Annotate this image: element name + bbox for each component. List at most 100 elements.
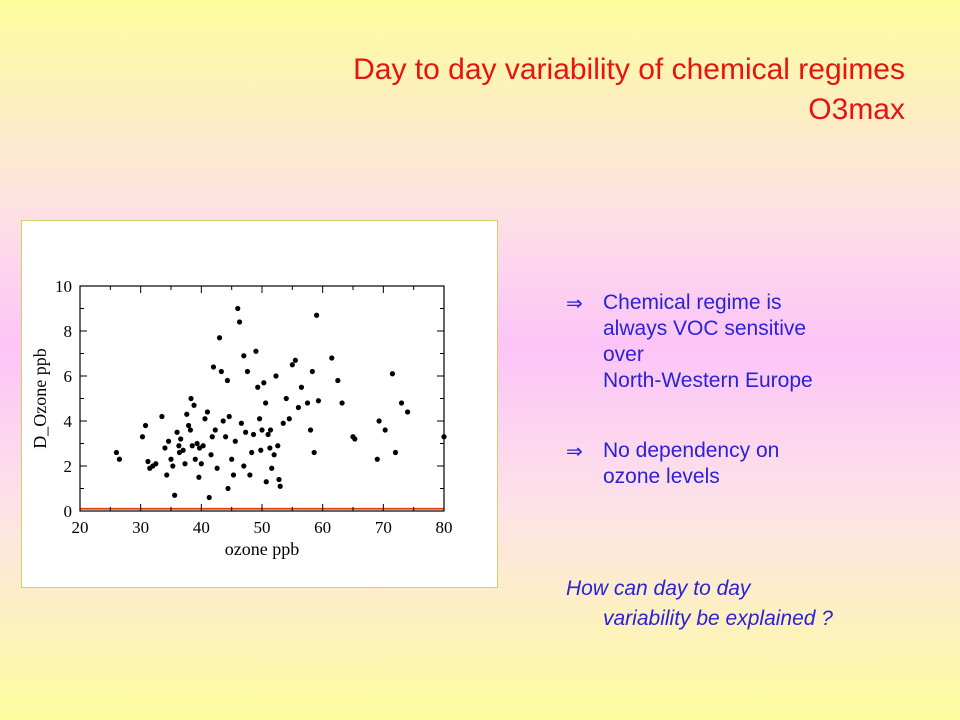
- x-tick-label: 20: [72, 518, 89, 537]
- data-point: [220, 418, 226, 424]
- data-point: [265, 431, 271, 438]
- data-point: [139, 434, 146, 440]
- bullet-1-line-2: always VOC sensitive: [603, 317, 807, 340]
- x-tick-label: 70: [375, 518, 392, 537]
- x-tick-label: 80: [436, 518, 453, 537]
- data-point: [250, 431, 257, 438]
- data-point: [162, 445, 168, 451]
- data-point: [145, 458, 151, 465]
- x-axis-label: ozone ppb: [225, 539, 299, 559]
- data-point: [209, 434, 215, 440]
- data-point: [329, 355, 335, 361]
- data-point: [271, 452, 277, 458]
- data-point: [314, 312, 320, 318]
- y-tick-label: 0: [64, 502, 73, 521]
- data-point: [382, 427, 388, 433]
- data-point: [405, 409, 411, 415]
- data-point: [214, 465, 220, 471]
- data-point: [206, 494, 212, 501]
- data-point: [275, 443, 281, 449]
- title-line-2: O3max: [808, 93, 905, 126]
- data-point: [198, 461, 204, 467]
- data-point: [168, 456, 174, 462]
- y-tick-label: 10: [55, 277, 72, 296]
- data-point: [273, 373, 279, 379]
- data-point: [280, 420, 286, 426]
- data-point: [292, 357, 298, 363]
- scatter-chart-svg: 20 30 40 50 60 70 80 0 2 4 6 8 10 ozone ppb D_Ozone…: [30, 277, 453, 559]
- data-point: [276, 476, 282, 483]
- data-point: [244, 368, 251, 375]
- data-point: [267, 427, 274, 433]
- data-point: [192, 456, 198, 462]
- y-axis-label: D_Ozone ppb: [30, 348, 50, 448]
- data-point: [176, 449, 183, 456]
- data-point: [189, 443, 195, 449]
- slide-title: Day to day variability of chemical regim…: [105, 50, 905, 130]
- data-point: [258, 447, 264, 453]
- data-point: [352, 436, 358, 442]
- data-point: [172, 492, 178, 498]
- data-point: [256, 416, 263, 422]
- data-point: [202, 416, 208, 422]
- data-point: [226, 413, 232, 420]
- data-point: [304, 400, 311, 406]
- x-tick-label: 30: [132, 518, 149, 537]
- data-point: [182, 461, 188, 467]
- implies-arrow-icon: ⇒: [566, 291, 583, 315]
- data-point: [267, 445, 273, 451]
- data-point: [196, 474, 202, 480]
- bullet-2-line-2: ozone levels: [603, 465, 720, 488]
- data-point: [311, 449, 317, 456]
- data-point: [170, 463, 176, 469]
- data-point: [232, 438, 238, 444]
- data-point: [185, 422, 192, 429]
- data-point: [223, 434, 229, 440]
- scatter-chart: 20 30 40 50 60 70 80 0 2 4 6 8 10 ozone ppb D_Ozone…: [21, 220, 498, 588]
- data-point: [165, 438, 172, 444]
- data-point: [255, 384, 261, 390]
- data-point: [259, 427, 265, 433]
- data-point: [249, 449, 255, 456]
- data-point: [178, 436, 184, 442]
- title-line-1: Day to day variability of chemical regim…: [353, 53, 905, 86]
- data-point: [225, 485, 231, 492]
- data-point: [159, 413, 165, 420]
- data-point: [253, 348, 259, 354]
- bullet-list: ⇒ Chemical regime is always VOC sensitiv…: [566, 290, 926, 534]
- data-point: [142, 422, 149, 429]
- data-point: [235, 305, 241, 312]
- data-point: [116, 456, 123, 462]
- data-point: [184, 411, 190, 417]
- bullet-2: ⇒ No dependency on ozone levels: [566, 438, 926, 490]
- data-point: [224, 377, 231, 384]
- data-point: [210, 364, 217, 370]
- data-point: [208, 452, 214, 458]
- data-point: [295, 404, 301, 411]
- y-tick-label: 8: [64, 322, 73, 341]
- data-point: [335, 377, 341, 384]
- data-point: [376, 418, 382, 424]
- data-point: [243, 429, 249, 435]
- data-point: [286, 416, 292, 422]
- x-tick-label: 40: [193, 518, 210, 537]
- data-point: [153, 461, 159, 467]
- data-point: [263, 400, 269, 406]
- data-point: [236, 319, 243, 325]
- data-point: [339, 400, 345, 406]
- question-line-1: How can day to day: [566, 577, 751, 600]
- data-point: [196, 445, 203, 451]
- y-tick-label: 6: [64, 367, 73, 386]
- data-point: [398, 400, 405, 406]
- data-point: [261, 380, 267, 386]
- data-point: [174, 429, 180, 435]
- bullet-1: ⇒ Chemical regime is always VOC sensitiv…: [566, 290, 926, 394]
- data-point: [441, 434, 447, 440]
- data-point: [307, 427, 314, 433]
- data-point: [218, 368, 224, 375]
- data-point: [187, 427, 194, 433]
- data-point: [277, 483, 283, 489]
- closing-question: How can day to day variability be explai…: [566, 574, 926, 634]
- data-point: [230, 472, 237, 478]
- data-point: [283, 395, 289, 402]
